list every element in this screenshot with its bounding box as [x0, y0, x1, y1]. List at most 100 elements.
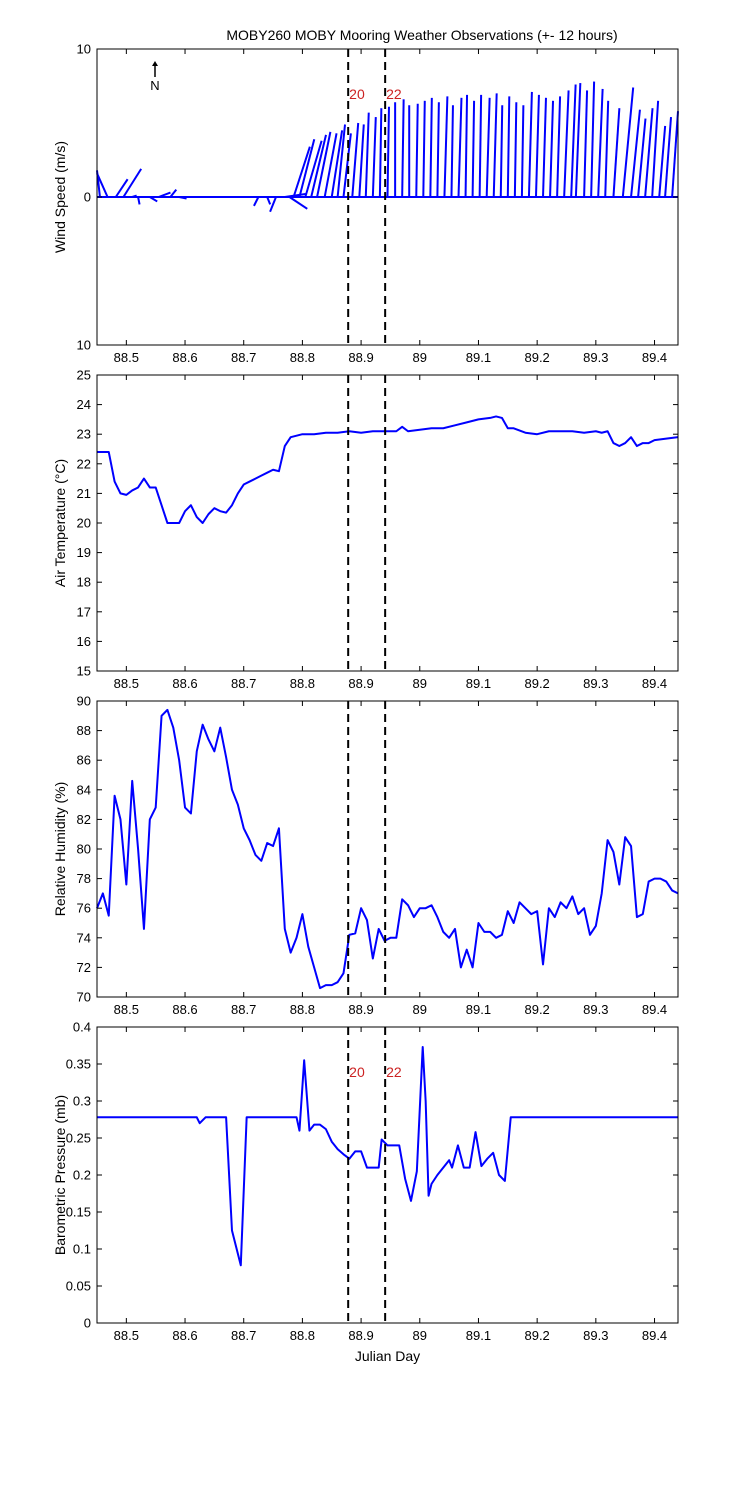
x-tick-label: 89.3	[583, 676, 608, 691]
x-tick-label: 89.1	[466, 350, 491, 365]
x-axis-label: Julian Day	[355, 1348, 420, 1364]
wind-vector	[471, 100, 476, 198]
y-tick-label: 17	[77, 604, 91, 619]
x-tick-label: 88.7	[231, 1002, 256, 1017]
wind-vector	[253, 196, 260, 207]
y-tick-label: 86	[77, 753, 91, 768]
y-tick-label: 15	[77, 664, 91, 679]
y-tick-label: 78	[77, 871, 91, 886]
wind-vector	[534, 94, 540, 198]
wind-vector	[590, 81, 596, 198]
marker-label: 22	[386, 86, 402, 102]
y-tick-label: 16	[77, 634, 91, 649]
wind-vector	[630, 109, 641, 198]
y-axis-label: Wind Speed (m/s)	[52, 141, 68, 253]
x-tick-label: 88.5	[114, 350, 139, 365]
wind-vector	[637, 118, 647, 198]
y-tick-label: 10	[77, 338, 91, 353]
wind-vector	[542, 97, 547, 198]
wind-vector	[644, 108, 654, 198]
x-tick-label: 88.6	[172, 1328, 197, 1343]
y-tick-label: 0.2	[73, 1168, 91, 1183]
wind-vector	[358, 124, 365, 198]
x-tick-label: 88.9	[348, 1328, 373, 1343]
y-tick-label: 21	[77, 486, 91, 501]
air-temperature-panel: 88.5 88.6 88.7 88.8 88.9 89 89.1 89.2 89.3 89.4 15…	[52, 368, 679, 691]
air_temperature-series-line	[97, 415, 679, 524]
x-tick-label: 89.3	[583, 350, 608, 365]
wind-vector	[436, 102, 440, 198]
y-tick-label: 82	[77, 812, 91, 827]
wind-vector	[443, 96, 449, 198]
x-tick-label: 89.4	[642, 676, 667, 691]
x-tick-label: 88.7	[231, 350, 256, 365]
y-tick-label: 0.4	[73, 1020, 91, 1035]
y-tick-label: 18	[77, 575, 91, 590]
x-tick-label: 88.9	[348, 676, 373, 691]
x-tick-label: 89.1	[466, 1002, 491, 1017]
x-tick-label: 89	[413, 350, 427, 365]
y-tick-label: 90	[77, 694, 91, 709]
x-tick-label: 89.2	[524, 676, 549, 691]
y-tick-label: 88	[77, 723, 91, 738]
wind-vector	[492, 93, 498, 198]
wind-vector	[464, 94, 469, 198]
wind-vector	[651, 100, 660, 198]
marker-label: 20	[349, 1064, 365, 1080]
wind-vector	[513, 102, 518, 198]
wind-vector	[323, 133, 338, 198]
wind-vector	[137, 196, 141, 205]
wind-vector	[169, 188, 178, 198]
wind-vector	[158, 191, 171, 198]
wind-vector	[316, 131, 332, 198]
y-tick-label: 0.15	[66, 1205, 91, 1220]
north-arrowhead-icon	[152, 61, 158, 66]
y-tick-label: 25	[77, 368, 91, 383]
relative_humidity-series-line	[96, 708, 679, 990]
wind-vector	[292, 146, 311, 198]
wind-vector	[386, 106, 390, 198]
x-tick-label: 89.4	[642, 1002, 667, 1017]
wind-vector	[612, 108, 621, 198]
wind-vector	[304, 140, 323, 198]
y-tick-label: 24	[77, 397, 91, 412]
x-tick-label: 88.5	[114, 1328, 139, 1343]
barometric_pressure-series-line	[97, 1045, 678, 1267]
wind-vector	[269, 196, 277, 213]
x-tick-label: 89.1	[466, 676, 491, 691]
wind-vector	[288, 196, 308, 210]
wind-vector	[371, 117, 377, 198]
relative-humidity-panel: 88.5 88.6 88.7 88.8 88.9 89 89.1 89.2 89.3 89.4 70…	[52, 694, 679, 1017]
wind-vector	[583, 90, 589, 198]
wind-vector	[401, 99, 405, 198]
marker-label: 20	[349, 86, 365, 102]
wind-vector	[604, 100, 610, 198]
wind-vector	[131, 194, 137, 198]
x-tick-label: 88.9	[348, 350, 373, 365]
y-tick-label: 0	[84, 190, 91, 205]
x-tick-label: 88.6	[172, 676, 197, 691]
x-tick-label: 88.8	[290, 1328, 315, 1343]
wind-vector	[556, 96, 562, 198]
wind-vector	[351, 122, 360, 198]
x-tick-label: 88.5	[114, 676, 139, 691]
y-tick-label: 10	[77, 42, 91, 57]
y-tick-label: 0.1	[73, 1242, 91, 1257]
wind-vector	[506, 96, 511, 198]
y-tick-label: 22	[77, 456, 91, 471]
plot-frame	[96, 700, 679, 998]
wind-vector	[310, 134, 327, 198]
y-tick-label: 74	[77, 930, 91, 945]
wind-vector	[527, 91, 533, 198]
x-tick-label: 89.4	[642, 350, 667, 365]
x-tick-label: 88.8	[290, 350, 315, 365]
x-tick-label: 88.5	[114, 1002, 139, 1017]
y-tick-label: 70	[77, 990, 91, 1005]
y-tick-label: 0.3	[73, 1094, 91, 1109]
wind-vector	[415, 103, 419, 198]
wind-vector	[658, 125, 667, 198]
y-axis-label: Relative Humidity (%)	[52, 782, 68, 917]
wind-vector	[336, 124, 347, 198]
x-tick-label: 88.6	[172, 350, 197, 365]
